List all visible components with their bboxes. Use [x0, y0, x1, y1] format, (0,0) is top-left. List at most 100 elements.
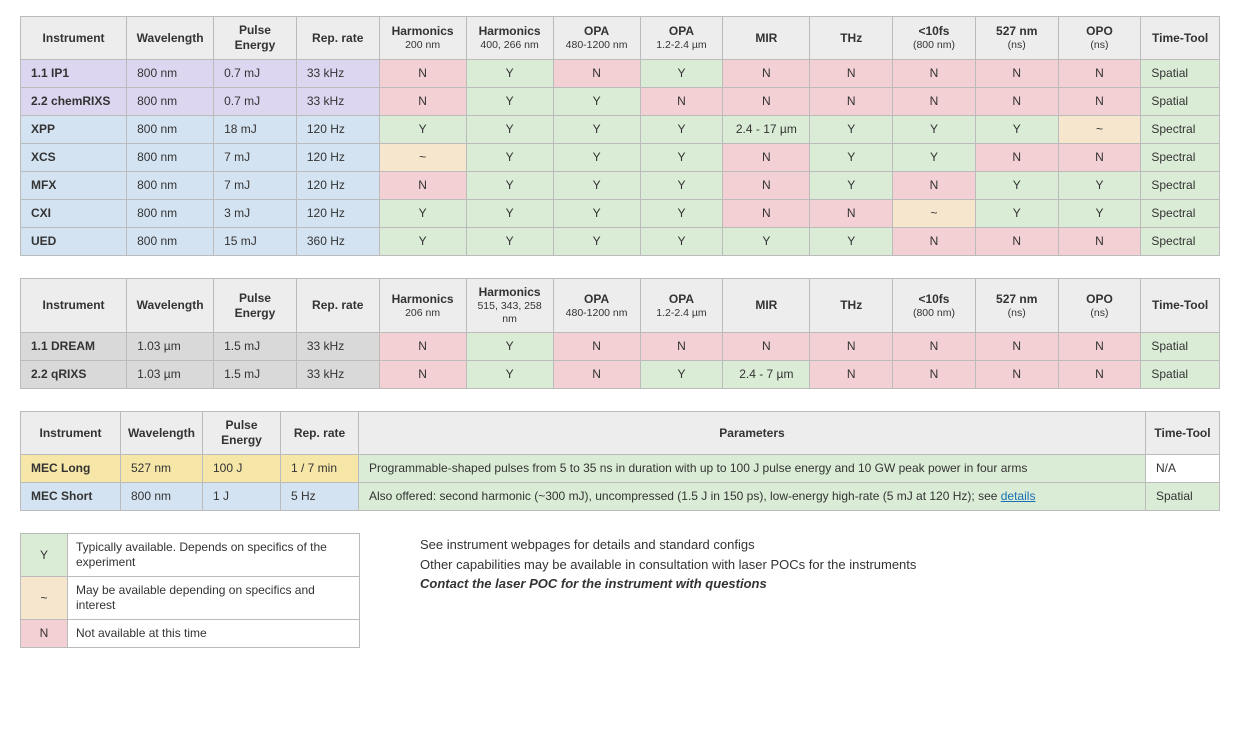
capability-cell: Y — [810, 144, 893, 172]
spec-cell-pe: 15 mJ — [214, 228, 297, 256]
column-header: Instrument — [21, 279, 127, 333]
footer-area: YTypically available. Depends on specifi… — [20, 533, 1220, 648]
instrument-name: XPP — [21, 116, 127, 144]
details-link[interactable]: details — [1001, 489, 1036, 503]
capability-cell: N — [723, 88, 810, 116]
capability-cell: N — [723, 60, 810, 88]
capability-cell: N — [723, 333, 810, 361]
capability-cell: N — [975, 88, 1058, 116]
capability-cell: Y — [723, 228, 810, 256]
t2-header-row: InstrumentWavelengthPulse EnergyRep. rat… — [21, 279, 1220, 333]
column-header: 527 nm(ns) — [975, 279, 1058, 333]
capability-cell: Y — [810, 228, 893, 256]
instrument-name: MFX — [21, 172, 127, 200]
capability-cell: Y — [1058, 200, 1141, 228]
capabilities-table-3: InstrumentWavelengthPulse EnergyRep. rat… — [20, 411, 1220, 511]
capability-cell: Y — [553, 116, 640, 144]
legend-symbol: Y — [21, 534, 68, 577]
timetool-cell: Spectral — [1141, 228, 1220, 256]
table-row: XCS800 nm7 mJ120 Hz~YYYNYYNNSpectral — [21, 144, 1220, 172]
capability-cell: N — [975, 333, 1058, 361]
column-header: Harmonics200 nm — [379, 17, 466, 60]
column-header: Rep. rate — [281, 412, 359, 455]
column-header: 527 nm(ns) — [975, 17, 1058, 60]
column-header: Wavelength — [127, 279, 214, 333]
instrument-name: MEC Short — [21, 483, 121, 511]
column-header: <10fs(800 nm) — [893, 279, 976, 333]
column-header: Parameters — [359, 412, 1146, 455]
capability-cell: Y — [553, 144, 640, 172]
capability-cell: N — [379, 172, 466, 200]
table-row: MFX800 nm7 mJ120 HzNYYYNYNYYSpectral — [21, 172, 1220, 200]
capability-cell: Y — [640, 200, 723, 228]
capability-cell: Y — [466, 333, 553, 361]
legend-row: ~May be available depending on specifics… — [21, 577, 360, 620]
column-header: Pulse Energy — [203, 412, 281, 455]
column-header: OPA480-1200 nm — [553, 279, 640, 333]
capability-cell: Y — [893, 116, 976, 144]
legend-table: YTypically available. Depends on specifi… — [20, 533, 360, 648]
capability-cell: Y — [975, 116, 1058, 144]
capability-cell: Y — [466, 172, 553, 200]
timetool-cell: Spatial — [1141, 333, 1220, 361]
legend-row: YTypically available. Depends on specifi… — [21, 534, 360, 577]
spec-cell-wl: 800 nm — [121, 483, 203, 511]
column-header: Pulse Energy — [214, 279, 297, 333]
table-row: 1.1 DREAM1.03 µm1.5 mJ33 kHzNYNNNNNNNSpa… — [21, 333, 1220, 361]
capability-cell: N — [893, 361, 976, 389]
capability-cell: Y — [640, 116, 723, 144]
capability-cell: Y — [640, 144, 723, 172]
capability-cell: N — [893, 60, 976, 88]
capability-cell: Y — [379, 200, 466, 228]
spec-cell-wl: 1.03 µm — [127, 361, 214, 389]
capability-cell: N — [810, 361, 893, 389]
capability-cell: N — [379, 333, 466, 361]
instrument-name: MEC Long — [21, 455, 121, 483]
capability-cell: N — [975, 60, 1058, 88]
capability-cell: N — [379, 361, 466, 389]
timetool-cell: Spatial — [1141, 60, 1220, 88]
capability-cell: ~ — [379, 144, 466, 172]
capability-cell: N — [723, 200, 810, 228]
column-header: OPA1.2-2.4 µm — [640, 17, 723, 60]
capability-cell: N — [810, 88, 893, 116]
legend-symbol: ~ — [21, 577, 68, 620]
capability-cell: Y — [553, 200, 640, 228]
spec-cell-wl: 800 nm — [127, 200, 214, 228]
capability-cell: 2.4 - 17 µm — [723, 116, 810, 144]
capability-cell: Y — [466, 200, 553, 228]
capability-cell: Y — [553, 228, 640, 256]
capability-cell: N — [640, 88, 723, 116]
spec-cell-pe: 1.5 mJ — [214, 361, 297, 389]
capability-cell: Y — [975, 172, 1058, 200]
legend-row: NNot available at this time — [21, 620, 360, 648]
spec-cell-wl: 1.03 µm — [127, 333, 214, 361]
legend-text: Typically available. Depends on specific… — [68, 534, 360, 577]
column-header: Pulse Energy — [214, 17, 297, 60]
instrument-name: 1.1 IP1 — [21, 60, 127, 88]
column-header: Instrument — [21, 17, 127, 60]
footer-line-3: Contact the laser POC for the instrument… — [420, 574, 916, 594]
spec-cell-rr: 1 / 7 min — [281, 455, 359, 483]
spec-cell-wl: 800 nm — [127, 172, 214, 200]
spec-cell-wl: 800 nm — [127, 144, 214, 172]
table-row: MEC Long527 nm100 J1 / 7 minProgrammable… — [21, 455, 1220, 483]
spec-cell-pe: 18 mJ — [214, 116, 297, 144]
capability-cell: N — [379, 60, 466, 88]
spec-cell-pe: 1.5 mJ — [214, 333, 297, 361]
instrument-name: 1.1 DREAM — [21, 333, 127, 361]
capability-cell: Y — [466, 116, 553, 144]
timetool-cell: Spatial — [1146, 483, 1220, 511]
spec-cell-rr: 33 kHz — [296, 88, 379, 116]
column-header: OPA480-1200 nm — [553, 17, 640, 60]
footer-notes: See instrument webpages for details and … — [420, 535, 916, 594]
table-row: XPP800 nm18 mJ120 HzYYYY2.4 - 17 µmYYY~S… — [21, 116, 1220, 144]
capability-cell: Y — [640, 172, 723, 200]
capability-cell: N — [810, 333, 893, 361]
capability-cell: Y — [379, 228, 466, 256]
column-header: Instrument — [21, 412, 121, 455]
capability-cell: Y — [975, 200, 1058, 228]
capability-cell: N — [975, 228, 1058, 256]
capability-cell: N — [1058, 60, 1141, 88]
spec-cell-wl: 800 nm — [127, 116, 214, 144]
